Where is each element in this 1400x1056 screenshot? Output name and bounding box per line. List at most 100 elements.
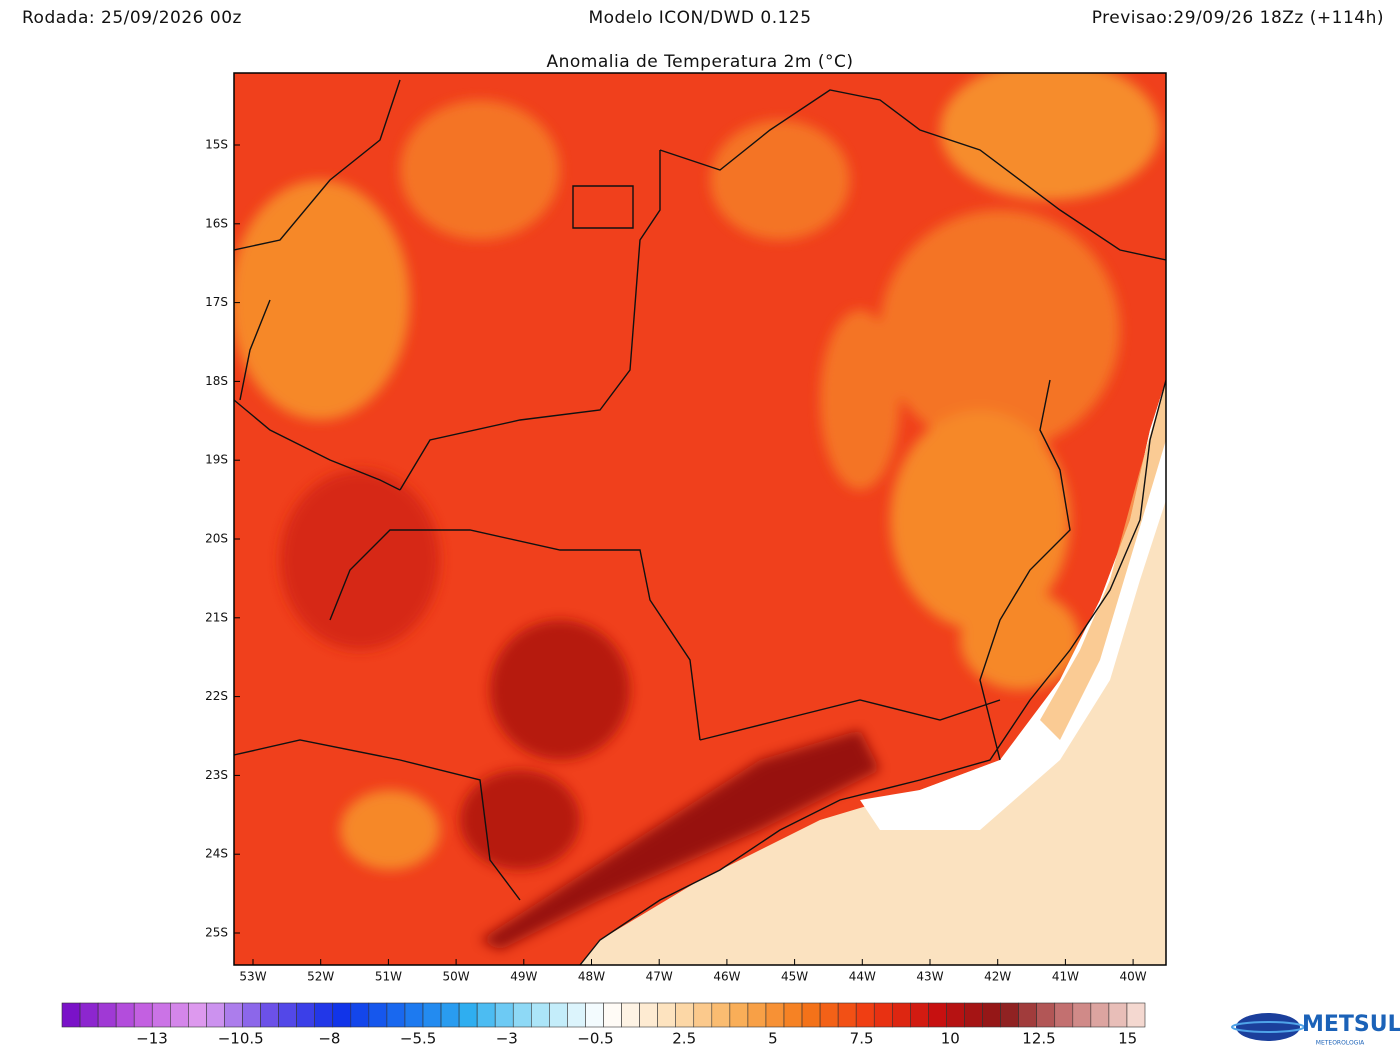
lon-label: 42W (984, 970, 1011, 984)
color-swatch (206, 1002, 225, 1028)
lon-label: 52W (307, 970, 334, 984)
lat-label: 17S (205, 295, 228, 309)
lat-label: 15S (205, 138, 228, 152)
color-swatch (1018, 1002, 1038, 1028)
color-swatch (404, 1002, 424, 1028)
colorbar-label: 7.5 (850, 1030, 874, 1048)
color-swatch (910, 1002, 929, 1028)
color-swatch (873, 1002, 893, 1028)
logo: METSUL METEOROLOGIA (1231, 1012, 1400, 1047)
color-swatch (440, 1002, 460, 1028)
color-swatch (350, 1002, 370, 1028)
colorbar: −13 −10.5 −8 −5.5 −3 −0.5 2.5 5 7.5 10 12.5 15 (61, 1002, 1146, 1048)
color-swatch (621, 1002, 640, 1028)
color-swatch (946, 1002, 965, 1028)
color-swatch (1000, 1002, 1019, 1028)
color-swatch (494, 1002, 514, 1028)
lon-label: 45W (781, 970, 808, 984)
color-swatch (729, 1002, 749, 1028)
lon-label: 46W (713, 970, 740, 984)
color-swatch (1072, 1002, 1092, 1028)
colorbar-label: −0.5 (577, 1030, 613, 1048)
color-swatch (530, 1002, 550, 1028)
color-swatch (783, 1002, 803, 1028)
color-swatch (1054, 1002, 1074, 1028)
lat-label: 23S (205, 768, 228, 782)
color-swatch (170, 1002, 189, 1028)
lat-label: 21S (205, 610, 228, 624)
color-swatch (79, 1002, 99, 1028)
color-swatch (422, 1002, 442, 1028)
lon-label: 41W (1052, 970, 1079, 984)
color-swatch (567, 1002, 586, 1028)
color-swatch (657, 1002, 677, 1028)
color-swatch (61, 1002, 81, 1028)
color-swatch (296, 1002, 315, 1028)
lat-label: 25S (205, 926, 228, 940)
lon-label: 43W (916, 970, 943, 984)
lat-label: 22S (205, 689, 228, 703)
colorbar-label: 5 (768, 1030, 778, 1048)
colorbar-label: 12.5 (1022, 1030, 1055, 1048)
colorbar-label: 10 (941, 1030, 960, 1048)
color-swatch (585, 1002, 604, 1028)
color-swatch (386, 1002, 406, 1028)
color-swatch (458, 1002, 478, 1028)
lon-label: 53W (239, 970, 266, 984)
lat-label: 20S (205, 532, 228, 546)
color-swatch (675, 1002, 695, 1028)
lon-label: 50W (443, 970, 470, 984)
color-swatch (982, 1002, 1001, 1028)
map-frame (233, 72, 1167, 966)
colorbar-label: −13 (136, 1030, 168, 1048)
lat-axis: 15S 16S 17S 18S 19S 20S 21S 22S 23S 24S 25S (205, 138, 240, 940)
logo-subtext: METEOROLOGIA (1316, 1040, 1365, 1047)
lon-label: 44W (849, 970, 876, 984)
color-swatch (188, 1002, 207, 1028)
color-swatch (242, 1002, 261, 1028)
color-swatch (368, 1002, 388, 1028)
color-swatch (693, 1002, 713, 1028)
lon-label: 49W (510, 970, 537, 984)
lat-label: 24S (205, 847, 228, 861)
color-swatch (549, 1002, 568, 1028)
color-swatch (1036, 1002, 1056, 1028)
color-swatch (133, 1002, 153, 1028)
lat-label: 18S (205, 374, 228, 388)
color-swatch (476, 1002, 496, 1028)
colorbar-label: 15 (1118, 1030, 1137, 1048)
color-swatch (332, 1002, 352, 1028)
color-swatch (151, 1002, 171, 1028)
map-title: Anomalia de Temperatura 2m (°C) (546, 52, 853, 72)
model-label: Modelo ICON/DWD 0.125 (588, 8, 811, 28)
color-swatch (801, 1002, 821, 1028)
colorbar-label: −8 (318, 1030, 340, 1048)
logo-text: METSUL (1302, 1012, 1400, 1037)
color-swatch (603, 1002, 622, 1028)
color-swatch (765, 1002, 785, 1028)
color-swatch (97, 1002, 117, 1028)
lon-label: 51W (375, 970, 402, 984)
color-swatch (1108, 1002, 1128, 1028)
color-swatch (314, 1002, 334, 1028)
color-swatch (819, 1002, 839, 1028)
color-swatch (115, 1002, 135, 1028)
color-swatch (1090, 1002, 1110, 1028)
colorbar-label: −10.5 (218, 1030, 264, 1048)
lon-label: 40W (1120, 970, 1147, 984)
color-swatch (711, 1002, 731, 1028)
color-swatch (512, 1002, 532, 1028)
colorbar-label: −5.5 (400, 1030, 436, 1048)
color-swatch (278, 1002, 297, 1028)
color-swatch (928, 1002, 947, 1028)
color-swatch (1126, 1002, 1146, 1028)
color-swatch (224, 1002, 243, 1028)
color-swatch (891, 1002, 911, 1028)
lon-label: 47W (646, 970, 673, 984)
color-swatch (964, 1002, 983, 1028)
lon-label: 48W (578, 970, 605, 984)
colorbar-label: 2.5 (672, 1030, 696, 1048)
color-swatch (855, 1002, 875, 1028)
forecast-label: Previsao:29/09/26 18Zz (+114h) (1092, 8, 1384, 28)
